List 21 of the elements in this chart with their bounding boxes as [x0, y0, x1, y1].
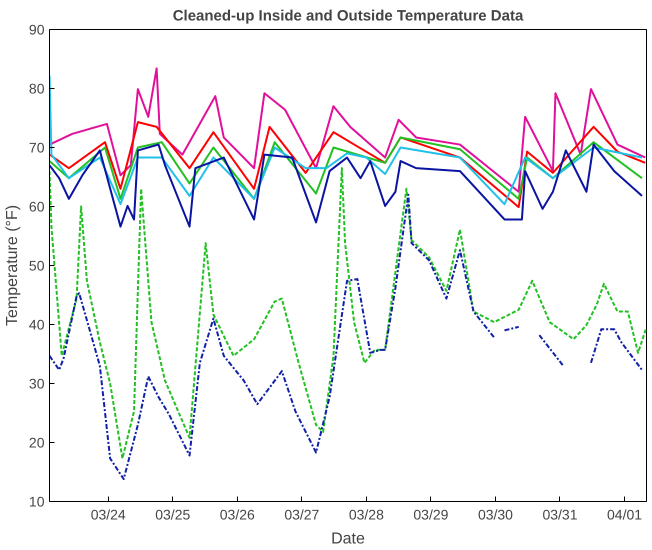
y-tick-label: 50	[28, 258, 45, 274]
x-tick-label: 03/25	[155, 506, 190, 522]
y-tick-label: 80	[28, 80, 45, 96]
x-tick-label: 03/28	[348, 506, 384, 522]
x-tick-label: 03/26	[220, 506, 256, 522]
y-axis-title: Temperature (°F)	[4, 204, 21, 326]
x-tick-label: 03/30	[478, 506, 514, 522]
x-tick-label: 03/29	[413, 506, 449, 522]
x-tick-label: 03/24	[90, 506, 126, 522]
y-tick-label: 10	[28, 494, 45, 510]
x-tick-label: 03/27	[284, 506, 320, 522]
x-tick-label: 03/31	[542, 506, 578, 522]
y-tick-label: 70	[28, 140, 45, 156]
x-axis-title: Date	[331, 530, 365, 548]
y-tick-label: 30	[28, 376, 45, 392]
x-tick-label: 04/01	[607, 506, 642, 522]
y-tick-label: 40	[28, 316, 45, 332]
y-tick-label: 90	[28, 22, 45, 38]
y-tick-label: 60	[28, 198, 45, 214]
chart-title: Cleaned-up Inside and Outside Temperature Data	[172, 8, 524, 24]
y-tick-label: 20	[28, 434, 45, 450]
